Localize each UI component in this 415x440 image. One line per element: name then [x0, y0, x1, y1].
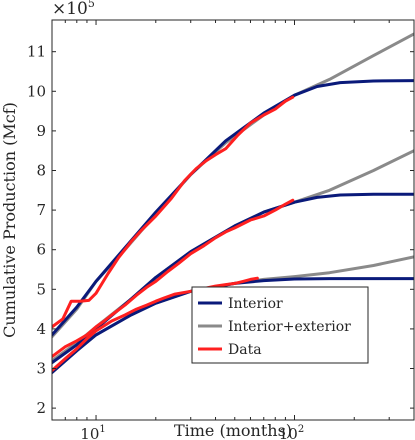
x-tick-label: 101	[80, 424, 105, 440]
y-tick-label: 4	[36, 320, 46, 338]
y-tick-label: 10	[27, 82, 46, 100]
y-multiplier-exponent: 5	[88, 0, 95, 10]
x-tick-label: 102	[279, 424, 304, 440]
y-axis-title: Cumulative Production (Mcf)	[0, 102, 19, 338]
series-line-data-2	[52, 95, 295, 329]
y-tick-label: 7	[36, 201, 46, 219]
y-tick-label: 11	[27, 43, 46, 61]
legend-label-interior-exterior: Interior+exterior	[228, 319, 351, 335]
y-tick-label: 5	[36, 280, 46, 298]
legend: Interior Interior+exterior Data	[191, 286, 369, 364]
y-multiplier: ×105	[52, 0, 95, 19]
y-multiplier-base: ×10	[52, 0, 88, 19]
y-tick-label: 8	[36, 161, 46, 179]
x-axis-title: Time (months)	[174, 421, 292, 440]
series-line-interior-4	[52, 192, 414, 365]
legend-label-interior: Interior	[228, 296, 283, 312]
legend-label-data: Data	[228, 342, 262, 358]
series-line-data-8	[52, 276, 259, 372]
y-tick-label: 6	[36, 241, 46, 259]
y-tick-label: 2	[36, 399, 46, 417]
plot-frame	[51, 19, 415, 421]
series-line-data-5	[52, 198, 295, 359]
y-tick-label: 9	[36, 122, 46, 140]
y-tick-label: 3	[36, 360, 46, 378]
series-line-interior-1	[52, 79, 414, 337]
